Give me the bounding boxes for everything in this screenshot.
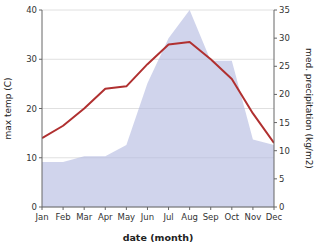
y2-tick-label: 20	[279, 89, 290, 99]
y2-tick	[274, 178, 277, 179]
y2-tick-label: 35	[279, 5, 290, 15]
plot-area	[42, 10, 274, 207]
x-tick	[210, 207, 211, 210]
y2-tick	[274, 207, 277, 208]
grid-line	[42, 59, 274, 60]
y-tick	[39, 207, 42, 208]
x-tick-label: Nov	[245, 212, 262, 222]
y-tick-label: 40	[26, 5, 37, 15]
y-tick	[39, 108, 42, 109]
x-tick-label: Jan	[34, 212, 48, 222]
x-tick	[105, 207, 106, 210]
chart: JanFebMarAprMayJunJulAugSepOctNovDec0102…	[0, 0, 318, 247]
x-tick	[231, 207, 232, 210]
y-tick-label: 0	[32, 202, 37, 212]
y-tick-label: 30	[26, 54, 37, 64]
y2-tick	[274, 66, 277, 67]
axes: JanFebMarAprMayJunJulAugSepOctNovDec0102…	[26, 5, 290, 222]
y2-tick-label: 30	[279, 33, 290, 43]
x-axis-label: date (month)	[123, 232, 194, 243]
x-tick	[189, 207, 190, 210]
x-tick-label: Jul	[162, 212, 173, 222]
y-tick	[39, 59, 42, 60]
x-tick	[126, 207, 127, 210]
y2-tick	[274, 10, 277, 11]
x-tick-label: Sep	[203, 212, 219, 222]
x-tick-label: Dec	[266, 212, 283, 222]
x-tick	[168, 207, 169, 210]
y-tick-label: 10	[26, 153, 37, 163]
x-tick	[63, 207, 64, 210]
y2-axis-label: med. precipitation (kg/m2)	[304, 48, 314, 169]
x-tick-label: Feb	[56, 212, 71, 222]
x-tick	[252, 207, 253, 210]
y2-tick-label: 15	[279, 118, 290, 128]
x-axis-line	[42, 207, 274, 208]
y-tick	[39, 157, 42, 158]
y2-tick-label: 25	[279, 61, 290, 71]
grid-line	[42, 10, 274, 11]
y2-tick	[274, 94, 277, 95]
x-tick	[84, 207, 85, 210]
y-axis-label: max temp (C)	[3, 77, 13, 139]
grid-line	[42, 207, 274, 208]
y2-tick-label: 5	[279, 174, 284, 184]
y-tick	[39, 10, 42, 11]
y2-axis-line	[274, 10, 275, 207]
grid	[42, 10, 274, 207]
x-tick-label: Jun	[140, 212, 154, 222]
precipitation-area	[42, 10, 274, 207]
y2-tick-label: 0	[279, 202, 284, 212]
y2-tick-label: 10	[279, 146, 290, 156]
x-tick-label: May	[118, 212, 136, 222]
temperature-line	[42, 42, 274, 143]
y2-tick	[274, 150, 277, 151]
x-tick-label: Aug	[181, 212, 198, 222]
y2-tick	[274, 122, 277, 123]
y-tick-label: 20	[26, 104, 37, 114]
x-tick-label: Apr	[98, 212, 113, 222]
x-tick-label: Oct	[224, 212, 239, 222]
x-tick-label: Mar	[76, 212, 93, 222]
y2-tick	[274, 38, 277, 39]
x-tick	[147, 207, 148, 210]
